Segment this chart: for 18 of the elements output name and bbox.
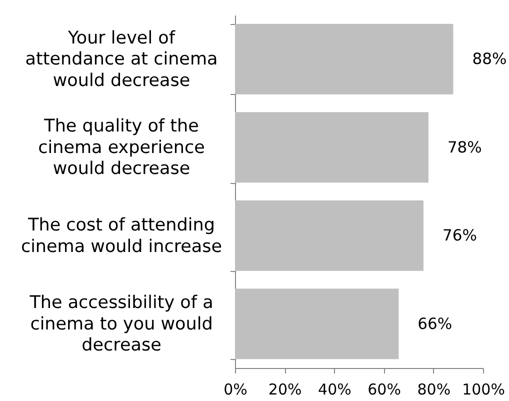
data-label: 78% — [447, 138, 482, 156]
data-label: 88% — [472, 50, 507, 68]
x-tick-label: 60% — [368, 380, 401, 398]
x-tick-label: 100% — [462, 380, 505, 398]
bar — [235, 24, 454, 94]
x-tick-label: 40% — [318, 380, 352, 398]
y-tick-label: The cost of attending cinema would increase — [20, 215, 222, 257]
x-tick-label: 80% — [417, 380, 451, 398]
y-tick-label: The accessibility of a cinema to you would decrease — [28, 293, 214, 356]
y-tick-label: The quality of the cinema experience would decrease — [38, 116, 205, 180]
data-label: 66% — [418, 314, 452, 333]
bar — [235, 288, 399, 360]
y-tick-label: Your level of attendance at cinema would decrease — [25, 28, 218, 91]
bar — [235, 112, 428, 183]
x-tick-label: 20% — [268, 380, 302, 398]
x-tick-label: 0% — [224, 380, 248, 398]
data-label: 76% — [442, 226, 477, 245]
bar — [235, 200, 424, 271]
